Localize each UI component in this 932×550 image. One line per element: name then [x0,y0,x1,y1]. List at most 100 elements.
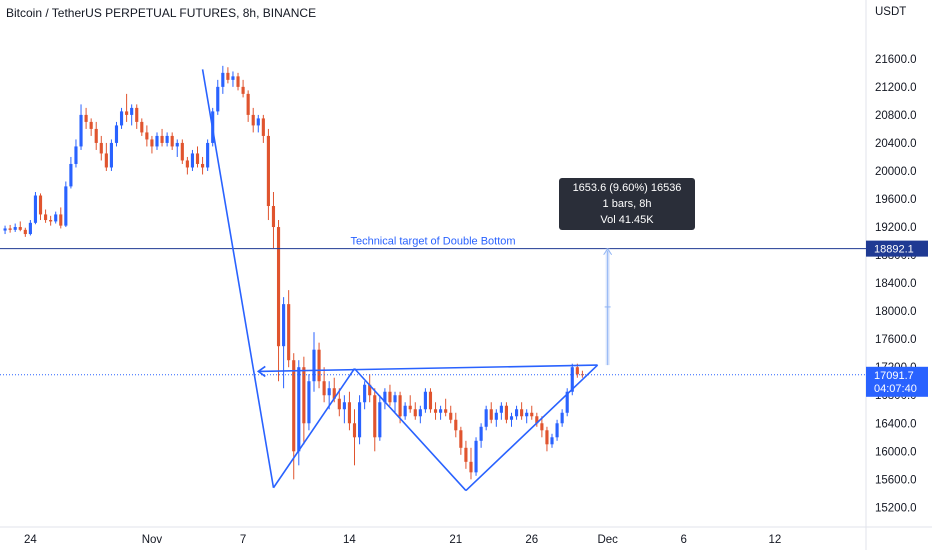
candle-body [494,412,498,420]
measure-tooltip-box [559,178,695,230]
pattern-line[interactable] [465,364,599,492]
y-tick-label: 15200.0 [875,502,917,514]
candle-body [555,423,559,438]
candle [347,391,352,431]
candle [514,405,519,420]
candle-body [433,409,438,413]
candle [580,370,584,378]
candle-body [276,227,281,347]
candle [109,139,113,171]
candle [64,181,68,228]
candle-body [403,405,407,417]
candle-body [357,402,362,438]
candle [555,419,559,441]
y-tick-label: 18000.0 [875,306,917,318]
candle [54,211,58,224]
candle [13,223,17,232]
candle [256,114,260,133]
candle-body [216,86,220,112]
candle-body [33,195,38,223]
target-price-tag [866,240,928,257]
candle-body [190,153,195,168]
candle [444,398,448,417]
candle-body [135,107,139,122]
candle [413,402,417,420]
candle-body [530,412,534,417]
candle-body [408,405,412,410]
candle [216,79,220,115]
candle [520,402,524,420]
candle [135,104,139,129]
candle-body [449,412,453,420]
candle-body [74,146,78,164]
candle [276,220,281,382]
candle [363,381,367,410]
candle-body [393,395,397,403]
candle-body [428,391,433,410]
candle-body [18,227,22,230]
candle [185,156,189,175]
candle-body [54,214,58,222]
candle-body [246,93,250,115]
candle [150,135,154,154]
candle [439,405,443,420]
candle-body [125,111,129,115]
x-tick-label: Dec [597,534,618,546]
candle-body [368,384,372,396]
candle-body [89,121,93,129]
candle [357,395,362,445]
candle-body [13,227,17,230]
candle-body [256,118,260,126]
candle [287,290,291,368]
candle-body [545,430,549,445]
candle [297,360,301,466]
candle-body [241,86,245,94]
candle-body [160,135,164,143]
pattern-line[interactable] [353,368,467,492]
candle [195,146,200,168]
candle [23,227,27,237]
candle-body [575,367,579,375]
currency-label: USDT [875,6,906,18]
candle-body [175,142,179,147]
candle-body [130,107,134,115]
candle-body [489,409,493,420]
candle-body [38,195,43,215]
candle [504,402,509,424]
candle [378,395,382,441]
candle-body [418,409,422,417]
candle [170,132,174,150]
candle [388,384,392,406]
pattern-line[interactable] [201,69,275,488]
candle-body [145,132,149,140]
candle-body [292,360,296,452]
candle-body [317,349,321,382]
candle-body [3,228,7,231]
candle [373,388,377,452]
candle [525,409,529,424]
current-price-tag [866,366,928,397]
candle [251,107,255,133]
pattern-line[interactable] [258,364,598,373]
candle [428,388,433,413]
candle-body [383,391,387,403]
candle [271,191,276,249]
candle-body [180,142,184,161]
candle-body [282,304,286,347]
candle-body [79,114,83,147]
candle-body [514,409,519,417]
candle-body [342,402,346,410]
candle [494,409,498,427]
candle [180,139,184,164]
candle [266,128,270,221]
measure-tooltip: 1653.6 (9.60%) 16536 1 bars, 8h Vol 41.45K [559,178,695,230]
x-tick-label: 12 [768,534,781,546]
candle [550,433,554,448]
candle [125,93,129,122]
pattern-line[interactable] [272,368,356,489]
candle-body [150,139,154,147]
candle-body [352,423,357,438]
measure-tooltip-line: 1653.6 (9.60%) 16536 [573,182,682,194]
candle-body [484,409,488,427]
